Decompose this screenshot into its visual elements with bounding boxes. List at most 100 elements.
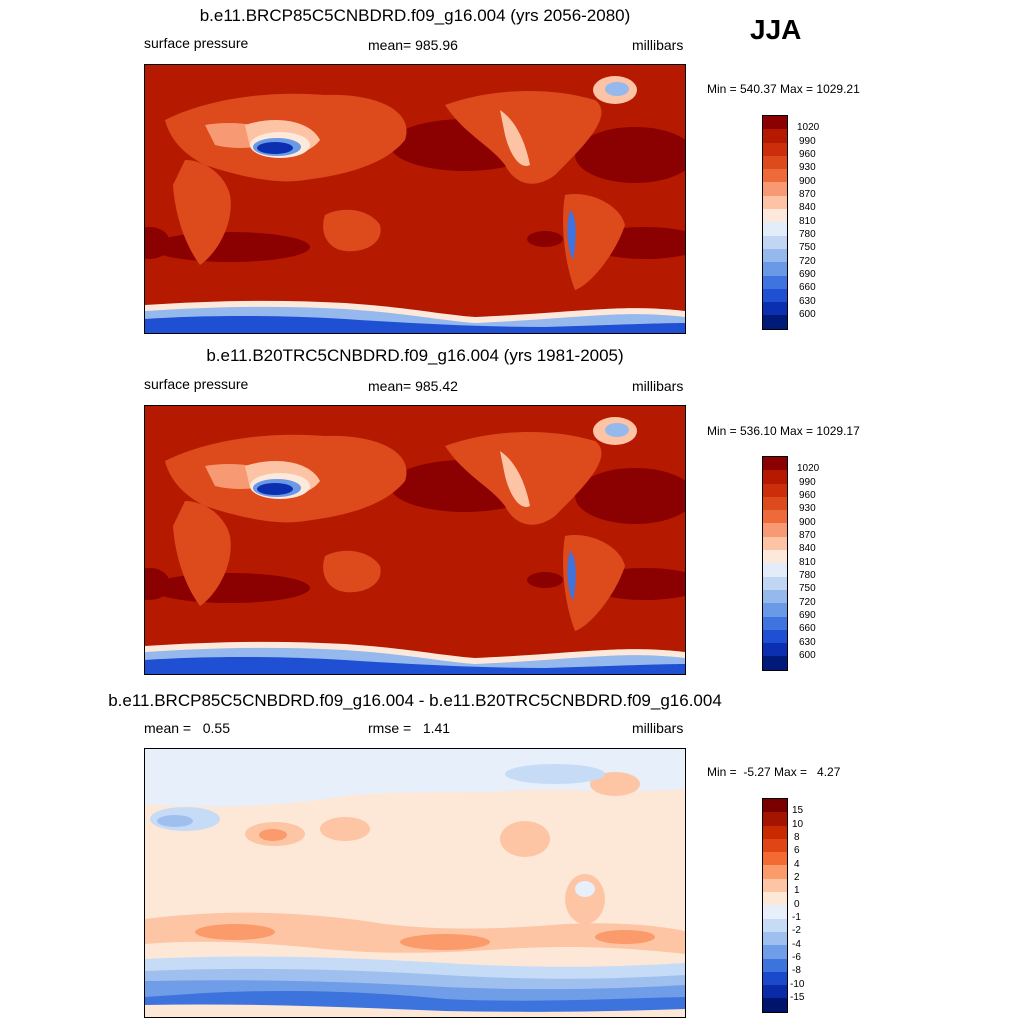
- panel1-colorbar-tick: 780: [799, 229, 816, 240]
- panel1-colorbar-swatch: [763, 235, 787, 249]
- panel3-units-label: millibars: [632, 720, 684, 736]
- panel1-colorbar-tick: 810: [799, 216, 816, 227]
- panel1-colorbar-tick: 870: [799, 189, 816, 200]
- panel1-variable-label: surface pressure: [144, 35, 249, 51]
- panel2-colorbar-tick: 990: [799, 477, 816, 488]
- panel1-colorbar-tick: 750: [799, 242, 816, 253]
- panel1-colorbar-tick: 630: [799, 296, 816, 307]
- panel3-colorbar-swatch: [763, 971, 787, 986]
- panel3-colorbar-tick: -4: [792, 939, 801, 950]
- panel3-map: [144, 748, 686, 1018]
- season-label: JJA: [750, 14, 802, 45]
- panel2-colorbar: [762, 456, 788, 671]
- panel2-colorbar-tick: 720: [799, 597, 816, 608]
- panel2-colorbar-tick: 780: [799, 570, 816, 581]
- panel2-title: b.e11.B20TRC5CNBDRD.f09_g16.004 (yrs 198…: [206, 346, 624, 365]
- panel3-colorbar-tick: 2: [794, 872, 800, 883]
- panel2-colorbar-swatch: [763, 576, 787, 590]
- panel3-minmax-label: Min = -5.27 Max = 4.27: [707, 765, 841, 779]
- panel3-colorbar-tick: -15: [790, 992, 805, 1003]
- panel3-colorbar-tick: -8: [792, 965, 801, 976]
- panel2-colorbar-swatch: [763, 656, 787, 670]
- panel2-colorbar-swatch: [763, 536, 787, 551]
- panel3-colorbar-swatch: [763, 918, 787, 932]
- panel2-colorbar-swatch: [763, 523, 787, 537]
- panel1-colorbar-swatch: [763, 182, 787, 196]
- panel2-colorbar-swatch: [763, 563, 787, 577]
- panel3-mean-label: mean = 0.55: [144, 720, 231, 736]
- panel1-colorbar-swatch: [763, 209, 787, 223]
- panel3-colorbar-tick: -6: [792, 952, 801, 963]
- panel1-colorbar-tick: 840: [799, 202, 816, 213]
- panel3-colorbar-tick: 4: [794, 859, 800, 870]
- panel2-colorbar-tick: 660: [799, 623, 816, 634]
- panel2-colorbar-tick: 690: [799, 610, 816, 621]
- panel2-colorbar-swatch: [763, 550, 787, 564]
- panel2-colorbar-swatch: [763, 496, 787, 511]
- panel3-colorbar-swatch: [763, 892, 787, 906]
- panel2-colorbar-tick: 870: [799, 530, 816, 541]
- panel2-colorbar-tick: 960: [799, 490, 816, 501]
- panel2-colorbar-tick: 900: [799, 517, 816, 528]
- panel3-colorbar-tick: 15: [792, 805, 804, 816]
- panel1-colorbar-tick: 660: [799, 282, 816, 293]
- panel3-colorbar-swatch: [763, 865, 787, 879]
- panel2-colorbar-tick: 750: [799, 583, 816, 594]
- panel3-colorbar-tick: -1: [792, 912, 801, 923]
- panel3-colorbar-swatch: [763, 958, 787, 972]
- panel1-colorbar-swatch: [763, 195, 787, 210]
- panel3-colorbar-swatch: [763, 998, 787, 1012]
- panel3-colorbar-tick: 0: [794, 899, 800, 910]
- panel3-colorbar-swatch: [763, 878, 787, 893]
- panel2-colorbar-swatch: [763, 616, 787, 630]
- panel2-colorbar-tick: 840: [799, 543, 816, 554]
- panel1-map: [144, 64, 686, 334]
- panel1-colorbar-tick: 1020: [797, 122, 820, 133]
- panel1-colorbar-swatch: [763, 142, 787, 156]
- panel3-rmse-label: rmse = 1.41: [368, 720, 451, 736]
- panel1-colorbar-swatch: [763, 116, 787, 130]
- panel3-colorbar: [762, 798, 788, 1013]
- panel1-colorbar-swatch: [763, 248, 787, 263]
- panel1-colorbar-tick: 900: [799, 176, 816, 187]
- panel2-colorbar-swatch: [763, 589, 787, 604]
- panel3-colorbar-swatch: [763, 945, 787, 959]
- panel2-mean-label: mean= 985.42: [368, 378, 458, 394]
- panel1-colorbar-swatch: [763, 315, 787, 329]
- panel3-colorbar-tick: 6: [794, 845, 800, 856]
- panel2-colorbar-tick: 810: [799, 557, 816, 568]
- panel3-colorbar-tick: 8: [794, 832, 800, 843]
- panel2-colorbar-swatch: [763, 643, 787, 657]
- panel2-units-label: millibars: [632, 378, 684, 394]
- panel1-colorbar-tick: 720: [799, 256, 816, 267]
- panel2-colorbar-swatch: [763, 603, 787, 617]
- panel3-colorbar-swatch: [763, 799, 787, 813]
- panel2-colorbar-tick: 930: [799, 503, 816, 514]
- panel3-colorbar-swatch: [763, 852, 787, 866]
- panel1-units-label: millibars: [632, 37, 684, 53]
- panel3-colorbar-swatch: [763, 905, 787, 919]
- panel1-colorbar-swatch: [763, 129, 787, 143]
- panel1-colorbar-swatch: [763, 222, 787, 236]
- panel2-variable-label: surface pressure: [144, 376, 249, 392]
- panel1-colorbar-tick: 960: [799, 149, 816, 160]
- panel1-colorbar-swatch: [763, 169, 787, 183]
- panel1-colorbar-tick: 930: [799, 162, 816, 173]
- panel1-minmax-label: Min = 540.37 Max = 1029.21: [707, 82, 860, 96]
- panel3-colorbar-swatch: [763, 931, 787, 946]
- panel3-colorbar-tick: -2: [792, 925, 801, 936]
- panel1-colorbar-swatch: [763, 155, 787, 170]
- panel1-colorbar-tick: 600: [799, 309, 816, 320]
- panel2-colorbar-swatch: [763, 510, 787, 524]
- panel2-minmax-label: Min = 536.10 Max = 1029.17: [707, 424, 860, 438]
- panel3-colorbar-swatch: [763, 812, 787, 826]
- panel1-colorbar: [762, 115, 788, 330]
- panel3-colorbar-tick: -10: [790, 979, 805, 990]
- panel1-mean-label: mean= 985.96: [368, 37, 458, 53]
- panel2-map: [144, 405, 686, 675]
- panel3-colorbar-swatch: [763, 825, 787, 839]
- panel3-colorbar-tick: 10: [792, 819, 804, 830]
- panel2-colorbar-swatch: [763, 457, 787, 471]
- panel1-title: b.e11.BRCP85C5CNBDRD.f09_g16.004 (yrs 20…: [199, 6, 631, 25]
- panel1-colorbar-swatch: [763, 275, 787, 289]
